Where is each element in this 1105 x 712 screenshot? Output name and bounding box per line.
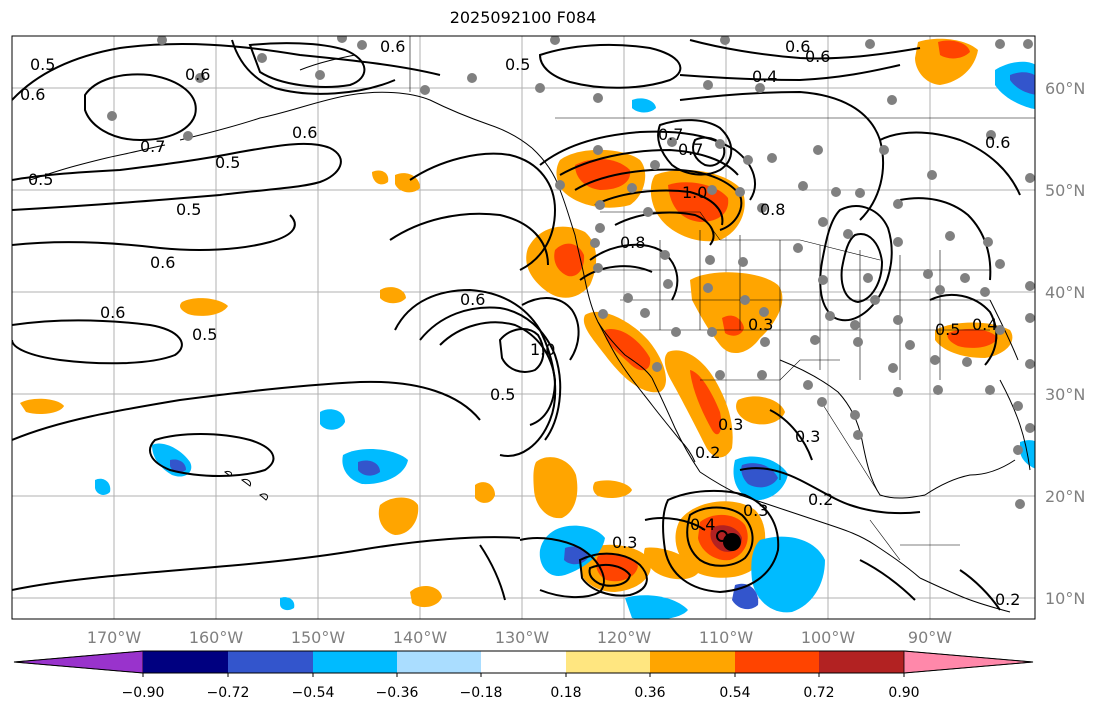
colorbar-swatch <box>481 651 566 673</box>
contour-labels: 0.50.60.50.70.60.50.50.60.60.60.50.60.50… <box>20 37 1020 609</box>
colorbar-tick-label: 0.90 <box>888 685 919 701</box>
contour-label: 0.5 <box>192 325 217 344</box>
contour-label: 0.2 <box>695 443 720 462</box>
contour-label: 0.3 <box>743 501 768 520</box>
latitude-label: 20°N <box>1045 487 1085 506</box>
contour-label: 0.6 <box>985 133 1010 152</box>
colorbar-swatch <box>228 651 313 673</box>
latitude-labels: 60°N 50°N 40°N 30°N 20°N 10°N <box>1045 79 1085 608</box>
contour-label: 0.5 <box>176 200 201 219</box>
longitude-label: 140°W <box>393 628 448 647</box>
contour-label: 0.6 <box>292 123 317 142</box>
contour-label: 0.4 <box>752 67 777 86</box>
contour-label: 0.7 <box>658 125 683 144</box>
contour-label: 0.5 <box>215 153 240 172</box>
contour-label: 0.6 <box>20 85 45 104</box>
colorbar-tick-label: −0.90 <box>122 685 165 701</box>
latitude-label: 60°N <box>1045 79 1085 98</box>
longitude-label: 130°W <box>495 628 550 647</box>
colorbar-tick-label: −0.72 <box>207 685 250 701</box>
longitude-labels: 170°W 160°W 150°W 140°W 130°W 120°W 110°W 100°W… <box>87 628 952 647</box>
colorbar-swatch <box>566 651 650 673</box>
contour-label: 0.3 <box>795 427 820 446</box>
colorbar-swatch <box>819 651 904 673</box>
latitude-label: 10°N <box>1045 589 1085 608</box>
contour-label: 0.6 <box>150 253 175 272</box>
colorbar-tick-label: 0.36 <box>634 685 665 701</box>
contour-label: 0.5 <box>935 320 960 339</box>
colorbar-tick-label: −0.54 <box>292 685 335 701</box>
longitude-label: 90°W <box>908 628 952 647</box>
contour-label: 0.4 <box>690 515 715 534</box>
contour-label: 0.8 <box>760 200 785 219</box>
longitude-label: 100°W <box>801 628 856 647</box>
colorbar-tick-label: 0.54 <box>719 685 750 701</box>
longitude-label: 120°W <box>597 628 652 647</box>
colorbar-swatch <box>650 651 735 673</box>
latitude-label: 50°N <box>1045 181 1085 200</box>
longitude-label: 160°W <box>189 628 244 647</box>
contour-lines <box>12 39 1021 611</box>
map-frame <box>11 35 1036 620</box>
map-title: 2025092100 F084 <box>449 8 597 27</box>
contour-label: 0.6 <box>785 37 810 56</box>
colorbar-extend-low <box>13 650 144 674</box>
graticule <box>12 36 1035 619</box>
longitude-label: 110°W <box>699 628 754 647</box>
contour-label: 0.6 <box>380 37 405 56</box>
latitude-label: 40°N <box>1045 283 1085 302</box>
colorbar-swatch <box>143 651 228 673</box>
storm-center-marker <box>723 533 741 551</box>
map-area <box>12 36 1035 619</box>
contour-label: 0.8 <box>620 233 645 252</box>
contour-label: 0.2 <box>808 490 833 509</box>
contour-label: 0.5 <box>28 170 53 189</box>
colorbar-swatch <box>313 651 397 673</box>
contour-label: 1.0 <box>682 183 707 202</box>
colorbar-tick-label: 0.72 <box>803 685 834 701</box>
longitude-label: 170°W <box>87 628 142 647</box>
colorbar-tick-labels: −0.90 −0.72 −0.54 −0.36 −0.18 0.18 0.36 0.54 0.7… <box>122 673 920 701</box>
contour-label: 0.5 <box>505 55 530 74</box>
contour-label: 1.0 <box>530 340 555 359</box>
contour-label: 0.6 <box>805 47 830 66</box>
contour-label: 0.7 <box>678 140 703 159</box>
contour-label: 0.3 <box>612 533 637 552</box>
longitude-label: 150°W <box>291 628 346 647</box>
contour-label: 0.6 <box>100 303 125 322</box>
station-dots <box>107 36 1035 509</box>
storm-track-marker <box>716 530 728 542</box>
contour-label: 0.3 <box>718 415 743 434</box>
contour-label: 0.4 <box>972 315 997 334</box>
latitude-label: 30°N <box>1045 385 1085 404</box>
colorbar-swatch <box>735 651 819 673</box>
contour-label: 0.3 <box>748 315 773 334</box>
colorbar-tick-label: −0.18 <box>460 685 503 701</box>
colorbar-extend-high <box>903 650 1034 674</box>
contour-label: 0.5 <box>490 385 515 404</box>
contour-label: 0.6 <box>185 65 210 84</box>
colorbar-swatch <box>397 651 481 673</box>
contour-label: 0.7 <box>140 137 165 156</box>
colorbar-tick-label: −0.36 <box>376 685 419 701</box>
contour-label: 0.5 <box>30 55 55 74</box>
colorbar-tick-label: 0.18 <box>550 685 581 701</box>
contour-label: 0.6 <box>460 290 485 309</box>
contour-label: 0.2 <box>995 590 1020 609</box>
colorbar <box>13 650 1034 674</box>
